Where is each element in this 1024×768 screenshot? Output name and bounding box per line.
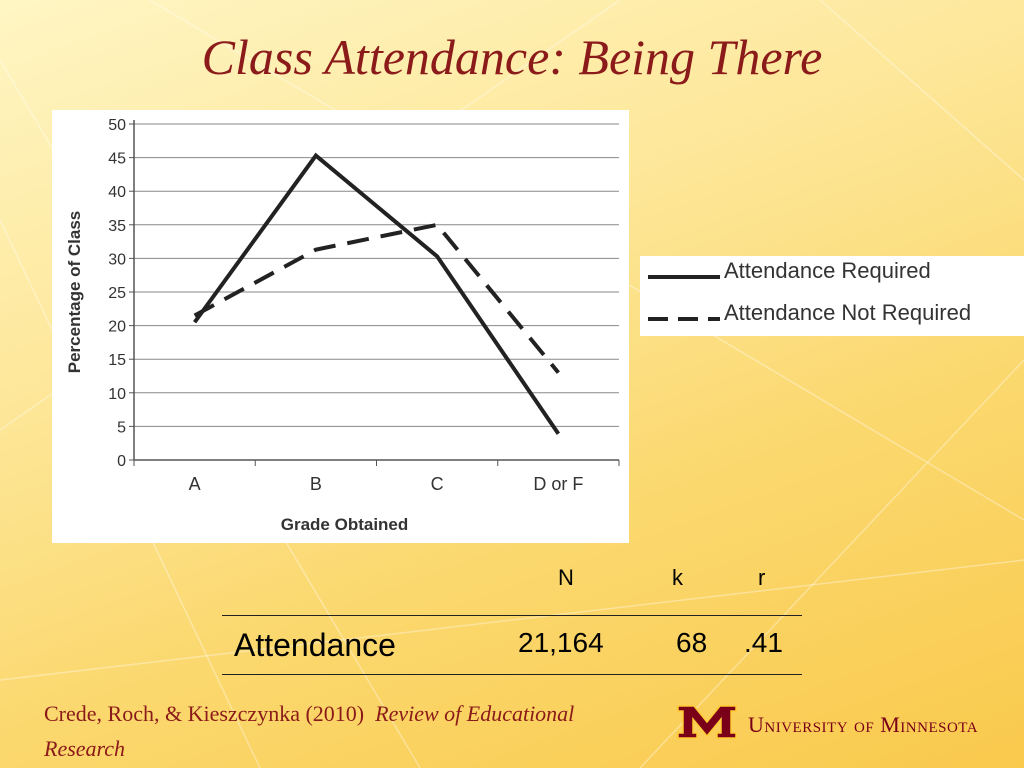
y-tick-label: 15	[108, 352, 126, 369]
legend-item-not-required: Attendance Not Required	[640, 298, 1024, 338]
y-tick-label: 5	[117, 419, 126, 436]
y-axis-label: Percentage of Class	[65, 211, 84, 374]
x-axis-label: Grade Obtained	[281, 515, 409, 534]
y-tick-label: 50	[108, 117, 126, 134]
y-tick-label: 25	[108, 285, 126, 302]
x-tick-label: D or F	[533, 474, 583, 494]
dashed-line-icon	[648, 317, 720, 321]
logo-text: University of Minnesota	[748, 712, 979, 737]
legend-label-required: Attendance Required	[724, 258, 931, 283]
y-tick-label: 45	[108, 151, 126, 168]
y-tick-label: 35	[108, 218, 126, 235]
legend-item-required: Attendance Required	[640, 256, 1024, 296]
university-logo: University of Minnesota	[676, 702, 1006, 746]
y-tick-label: 10	[108, 386, 126, 403]
citation-authors: Crede, Roch, & Kieszczynka (2010)	[44, 701, 365, 726]
y-tick-label: 0	[117, 453, 126, 470]
header-r: r	[758, 565, 766, 590]
value-k: 68	[676, 627, 708, 658]
citation: Crede, Roch, & Kieszczynka (2010) Review…	[44, 696, 644, 766]
chart-canvas: 0 5 10 15 20 25 30 35 40 45 50 A B C D or F Grade Obtai…	[65, 117, 620, 534]
row-label-attendance: Attendance	[234, 627, 396, 663]
stats-table: N k r Attendance 21,164 68 .41	[222, 565, 802, 677]
block-m-icon	[677, 705, 737, 739]
table-top-rule	[222, 615, 802, 616]
line-chart: 0 5 10 15 20 25 30 35 40 45 50 A B C D or F Grade Obtai…	[52, 110, 629, 543]
y-tick-label: 40	[108, 184, 126, 201]
series-line-attendance-required	[193, 152, 561, 435]
y-tick-label: 30	[108, 251, 126, 268]
chart-legend: Attendance Required Attendance Not Requi…	[640, 256, 1024, 336]
series-line-attendance-not-required	[193, 222, 560, 374]
legend-label-not-required: Attendance Not Required	[724, 300, 972, 325]
solid-line-icon	[648, 275, 720, 279]
x-tick-label: B	[310, 474, 322, 494]
header-k: k	[672, 565, 683, 590]
citation-journal: Review of Educational Research	[44, 701, 575, 761]
slide-title: Class Attendance: Being There	[201, 29, 823, 85]
x-tick-label: C	[431, 474, 444, 494]
table-bottom-rule	[222, 674, 802, 675]
value-n: 21,164	[518, 627, 604, 658]
value-r: .41	[744, 627, 783, 658]
header-n: N	[558, 565, 574, 590]
x-tick-label: A	[189, 474, 201, 494]
y-tick-label: 20	[108, 319, 126, 336]
